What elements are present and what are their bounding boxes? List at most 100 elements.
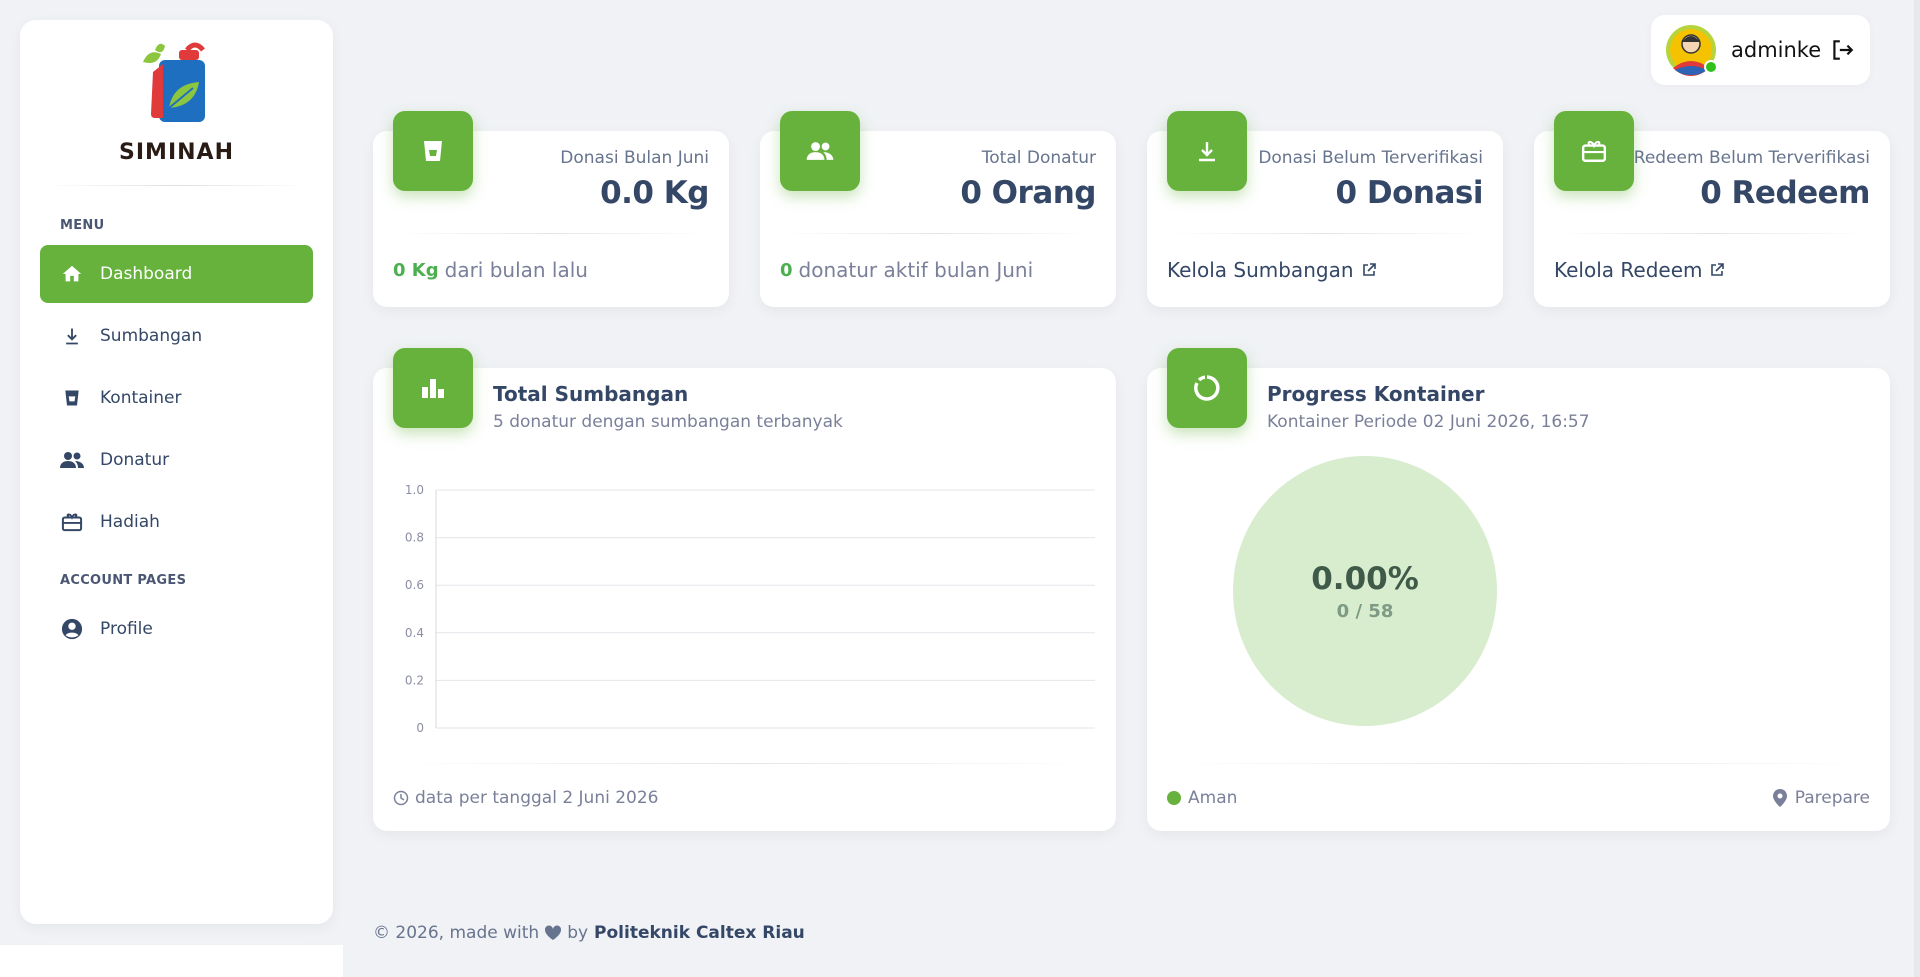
user-profile-chip[interactable]: adminke bbox=[1651, 15, 1870, 85]
kelola-sumbangan-link[interactable]: Kelola Sumbangan bbox=[1167, 258, 1377, 282]
kelola-sumbangan-label: Kelola Sumbangan bbox=[1167, 258, 1354, 282]
sidebar-divider bbox=[44, 185, 309, 186]
stat-value: 0 Redeem bbox=[1700, 175, 1870, 211]
sidebar-item-sumbangan[interactable]: Sumbangan bbox=[40, 307, 313, 365]
stat-icon-box bbox=[780, 111, 860, 191]
footer-by: by bbox=[567, 923, 589, 943]
chart-y-tick-label: 1.0 bbox=[405, 483, 424, 497]
logout-icon[interactable] bbox=[1829, 37, 1855, 63]
clock-icon bbox=[393, 790, 409, 806]
card-divider bbox=[393, 763, 1096, 764]
status-dot bbox=[1167, 791, 1181, 805]
chart-y-tick-label: 0.6 bbox=[405, 578, 424, 592]
kelola-redeem-link[interactable]: Kelola Redeem bbox=[1554, 258, 1725, 282]
card-title: Total Sumbangan bbox=[493, 382, 689, 406]
stat-title: Donasi Bulan Juni bbox=[560, 148, 709, 168]
page-scrollbar[interactable] bbox=[1914, 0, 1920, 977]
stat-value: 0 Orang bbox=[960, 175, 1096, 211]
bar-chart-icon bbox=[422, 379, 444, 398]
sidebar-nav: Dashboard Sumbangan Kontainer Donatur Ha… bbox=[20, 245, 333, 551]
chart-footer: data per tanggal 2 Juni 2026 bbox=[393, 788, 659, 808]
sidebar-item-label: Kontainer bbox=[100, 388, 182, 408]
sidebar-item-label: Dashboard bbox=[100, 264, 193, 284]
sidebar-item-label: Hadiah bbox=[100, 512, 160, 532]
brand[interactable]: SIMINAH bbox=[20, 20, 333, 185]
chart-icon-box bbox=[393, 348, 473, 428]
stat-value: 0.0 Kg bbox=[600, 175, 709, 211]
stat-footer-text: donatur aktif bulan Juni bbox=[798, 258, 1034, 282]
people-icon bbox=[60, 448, 84, 472]
account-nav: Profile bbox=[20, 600, 333, 658]
stat-card-total-donatur: Total Donatur 0 Orang 0 donatur aktif bu… bbox=[760, 111, 1116, 307]
container-icon bbox=[424, 141, 442, 161]
stat-value: 0 Donasi bbox=[1335, 175, 1484, 211]
chart-y-tick-label: 0.2 bbox=[405, 673, 424, 687]
gift-icon bbox=[60, 510, 84, 534]
stat-footer-highlight: 0 Kg bbox=[393, 259, 439, 281]
gift-icon bbox=[1581, 140, 1607, 162]
stat-footer: 0 donatur aktif bulan Juni bbox=[780, 258, 1033, 282]
chart-y-tick-label: 0 bbox=[416, 721, 424, 735]
footer-org-link[interactable]: Politeknik Caltex Riau bbox=[594, 923, 805, 943]
card-subtitle: Kontainer Periode 02 Juni 2026, 16:57 bbox=[1267, 412, 1590, 432]
sidebar-item-label: Profile bbox=[100, 619, 153, 639]
sidebar-bottom-strip bbox=[0, 945, 343, 977]
card-subtitle: 5 donatur dengan sumbangan terbanyak bbox=[493, 412, 843, 432]
status-label: Aman bbox=[1188, 788, 1238, 808]
page-footer: © 2026, made with by Politeknik Caltex R… bbox=[373, 923, 805, 943]
sidebar-item-label: Sumbangan bbox=[100, 326, 203, 346]
top-donors-bar-chart: 1.0 0.8 0.6 0.4 0.2 0 bbox=[405, 483, 1095, 735]
stat-icon-box bbox=[393, 111, 473, 191]
chart-y-ticks: 1.0 0.8 0.6 0.4 0.2 0 bbox=[405, 483, 424, 735]
stat-footer-highlight: 0 bbox=[780, 259, 793, 281]
progress-icon-box bbox=[1167, 348, 1247, 428]
stat-icon-box bbox=[1167, 111, 1247, 191]
card-divider bbox=[780, 233, 1096, 234]
sidebar-item-label: Donatur bbox=[100, 450, 170, 470]
external-link-icon bbox=[1711, 263, 1725, 276]
stat-card-donasi-belum-verifikasi: Donasi Belum Terverifikasi 0 Donasi Kelo… bbox=[1147, 111, 1503, 307]
user-name: adminke bbox=[1731, 38, 1822, 62]
footer-copyright: © 2026, made with bbox=[373, 923, 540, 943]
user-circle-icon bbox=[60, 617, 84, 641]
people-icon bbox=[806, 142, 834, 160]
online-status-dot bbox=[1704, 60, 1718, 74]
kelola-redeem-label: Kelola Redeem bbox=[1554, 258, 1703, 282]
sidebar-item-kontainer[interactable]: Kontainer bbox=[40, 369, 313, 427]
sidebar-item-donatur[interactable]: Donatur bbox=[40, 431, 313, 489]
stat-title: Total Donatur bbox=[981, 148, 1096, 168]
heart-icon bbox=[545, 925, 562, 940]
container-progress-circle: 0.00% 0 / 58 bbox=[1233, 456, 1497, 726]
stat-icon-box bbox=[1554, 111, 1634, 191]
stat-title: Donasi Belum Terverifikasi bbox=[1258, 148, 1483, 168]
container-icon bbox=[60, 386, 84, 410]
sidebar-item-hadiah[interactable]: Hadiah bbox=[40, 493, 313, 551]
stat-footer: 0 Kg dari bulan lalu bbox=[393, 258, 588, 282]
card-divider bbox=[1554, 233, 1870, 234]
container-location: Parepare bbox=[1772, 788, 1870, 808]
progress-percent: 0.00% bbox=[1311, 560, 1419, 597]
card-divider bbox=[1167, 763, 1870, 764]
stat-title: Redeem Belum Terverifikasi bbox=[1633, 148, 1870, 168]
avatar[interactable] bbox=[1665, 24, 1718, 76]
brand-name: SIMINAH bbox=[119, 140, 234, 165]
location-label: Parepare bbox=[1794, 788, 1870, 808]
download-icon bbox=[60, 324, 84, 348]
card-divider bbox=[1167, 233, 1483, 234]
jerrycan-leaf-logo-icon bbox=[142, 42, 205, 122]
donut-chart-icon bbox=[1194, 375, 1220, 401]
chart-y-tick-label: 0.8 bbox=[405, 531, 424, 545]
chart-footer-text: data per tanggal 2 Juni 2026 bbox=[415, 788, 659, 808]
sidebar-item-profile[interactable]: Profile bbox=[40, 600, 313, 658]
home-icon bbox=[60, 262, 84, 286]
menu-heading: MENU bbox=[60, 218, 105, 233]
external-link-icon bbox=[1362, 263, 1376, 276]
card-divider bbox=[393, 233, 709, 234]
sidebar-item-dashboard[interactable]: Dashboard bbox=[40, 245, 313, 303]
account-pages-heading: ACCOUNT PAGES bbox=[60, 573, 187, 588]
progress-count: 0 / 58 bbox=[1336, 600, 1394, 622]
chart-y-tick-label: 0.4 bbox=[405, 626, 424, 640]
progress-kontainer-card: Progress Kontainer Kontainer Periode 02 … bbox=[1147, 348, 1890, 831]
container-status: Aman bbox=[1167, 788, 1237, 808]
map-pin-icon bbox=[1772, 789, 1787, 807]
